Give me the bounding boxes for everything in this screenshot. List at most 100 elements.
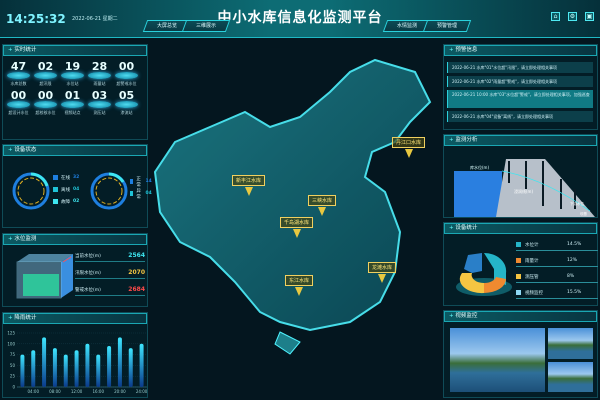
stat-label: 雨量站 <box>93 81 106 86</box>
map-pin-icon <box>295 287 303 296</box>
alert-item[interactable]: 2022-06-21 水库"01"水位超"汛限"，请立即处理相关事项 <box>447 62 593 73</box>
x-tick-label: 16:00 <box>92 389 104 394</box>
legend-item: 异常 04 <box>130 189 152 200</box>
stat-item: 47 水库总数 <box>6 61 31 87</box>
bar <box>85 343 90 387</box>
alert-item[interactable]: 2022-06-21 水库"04"设备"离线"，请立即处理相关事项 <box>447 111 593 122</box>
panel-title: 预警信息 <box>444 45 597 56</box>
base-label: 坝基 <box>580 211 588 216</box>
map-marker[interactable]: 东江水库 <box>285 275 314 296</box>
panel-title: 监测分析 <box>444 135 597 146</box>
nav-alert[interactable]: 预警管理 <box>422 20 472 32</box>
stat-label: 超汛限 <box>39 81 52 86</box>
legend-swatch <box>516 242 521 247</box>
stat-pedestal-icon <box>88 72 111 79</box>
marker-label: 龙滩水库 <box>368 262 397 273</box>
nav-label: 三维展示 <box>195 23 216 29</box>
home-icon[interactable]: ⌂ <box>551 12 560 21</box>
device-pie-chart <box>456 252 512 296</box>
map-pin-icon <box>292 229 301 238</box>
legend-swatch <box>516 274 521 279</box>
water-tank-icon <box>16 254 73 299</box>
legend-item: 故障 02 <box>53 197 79 206</box>
bar <box>96 354 101 387</box>
water-value: 2564 <box>128 252 145 259</box>
water-label: 当前水位(m) <box>75 253 101 259</box>
map-pin-icon <box>244 187 253 196</box>
water-label: 汛限水位(m) <box>75 270 101 276</box>
legend-value: 32 <box>73 175 80 180</box>
water-row: 当前水位(m) 2564 <box>75 250 145 262</box>
stat-item: 00 超警戒水位 <box>114 61 139 87</box>
nav-label: 预警管理 <box>436 23 457 29</box>
bar <box>107 345 112 387</box>
bar <box>31 350 36 387</box>
video-main[interactable] <box>450 328 545 392</box>
stat-pedestal-icon <box>34 72 57 79</box>
legend-label: 雨量计 <box>525 258 539 264</box>
water-value: 2684 <box>128 286 145 293</box>
x-tick-label: 12:00 <box>71 389 83 394</box>
water-label: 警戒水位(m) <box>75 287 101 293</box>
legend-swatch <box>53 175 58 180</box>
nav-label: 大屏总览 <box>156 23 177 29</box>
video-panel: 视频监控 <box>443 310 598 398</box>
water-value: 2070 <box>128 269 145 276</box>
settings-icon[interactable]: ⚙ <box>568 12 577 21</box>
bar <box>42 337 47 387</box>
device-ring-b <box>90 172 128 210</box>
stat-pedestal-icon <box>115 72 138 79</box>
bar <box>20 354 25 387</box>
stat-pedestal-icon <box>7 72 30 79</box>
stat-value: 00 <box>37 89 54 102</box>
stat-label: 超警戒水位 <box>116 81 137 86</box>
water-panel: 水位监测 当前水位(m) 2564 汛限水位(m) 2070 警戒水位(m) 2684 <box>2 233 148 307</box>
stat-item: 05 渗流站 <box>114 90 139 116</box>
stat-pedestal-icon <box>34 101 57 108</box>
legend-value: 14.5% <box>567 242 582 247</box>
pie-legend-item: 雨量计 12% <box>516 255 598 267</box>
stat-pedestal-icon <box>7 101 30 108</box>
map-marker[interactable]: 丹江口水库 <box>392 137 426 158</box>
water-row: 警戒水位(m) 2684 <box>75 284 145 296</box>
panel-title: 实时统计 <box>3 45 147 56</box>
bar <box>52 348 57 387</box>
nav-3d[interactable]: 三维展示 <box>181 20 231 32</box>
screen-icon[interactable]: ▣ <box>585 12 594 21</box>
alert-item[interactable]: 2022-06-21 水库"02"雨量超"警戒"，请立即处理相关事项 <box>447 76 593 87</box>
pie-legend-item: 测压管 8% <box>516 271 598 283</box>
legend-label: 在线 <box>61 175 70 181</box>
page-title: 中小水库信息化监测平台 <box>217 10 383 26</box>
stat-label: 超校核水位 <box>35 110 56 115</box>
map-island <box>274 331 301 355</box>
alert-item[interactable]: 2022-06-21 10:00 水库"03"水位超"警戒"，请立即处理相关事项… <box>447 90 593 108</box>
legend-value: 15.5% <box>567 290 582 295</box>
bar <box>117 337 122 387</box>
x-tick-label: 20:00 <box>114 389 126 394</box>
stat-label: 渗流站 <box>120 110 133 115</box>
analysis-panel: 监测分析 库水位(m) 浸润线(m) 下游水位 坝基 <box>443 134 598 218</box>
map-marker[interactable]: 新丰江水库 <box>232 175 266 196</box>
stat-value: 01 <box>64 89 81 102</box>
video-thumb-2[interactable] <box>548 362 593 392</box>
stat-pedestal-icon <box>61 72 84 79</box>
dam-section-diagram: 库水位(m) 浸润线(m) 下游水位 坝基 <box>454 159 595 217</box>
legend-value: 14 <box>145 179 152 184</box>
map-marker[interactable]: 三峡水库 <box>308 195 337 216</box>
video-thumb-1[interactable] <box>548 328 593 359</box>
legend-value: 02 <box>73 199 80 204</box>
map-pin-icon <box>404 149 413 158</box>
stat-value: 00 <box>118 60 135 73</box>
stat-item: 00 超设计水位 <box>6 90 31 116</box>
date: 2022-06-21 星期二 <box>72 16 118 22</box>
stat-pedestal-icon <box>115 101 138 108</box>
map-marker[interactable]: 千岛湖水库 <box>280 217 314 238</box>
stat-value: 47 <box>10 60 27 73</box>
legend-swatch <box>516 258 521 263</box>
marker-label: 三峡水库 <box>308 195 337 206</box>
map-marker[interactable]: 龙滩水库 <box>368 262 397 283</box>
stat-value: 03 <box>91 89 108 102</box>
pie-legend-item: 视频监控 15.5% <box>516 287 598 299</box>
legend-swatch <box>53 199 58 204</box>
panel-title: 设备统计 <box>444 223 597 234</box>
